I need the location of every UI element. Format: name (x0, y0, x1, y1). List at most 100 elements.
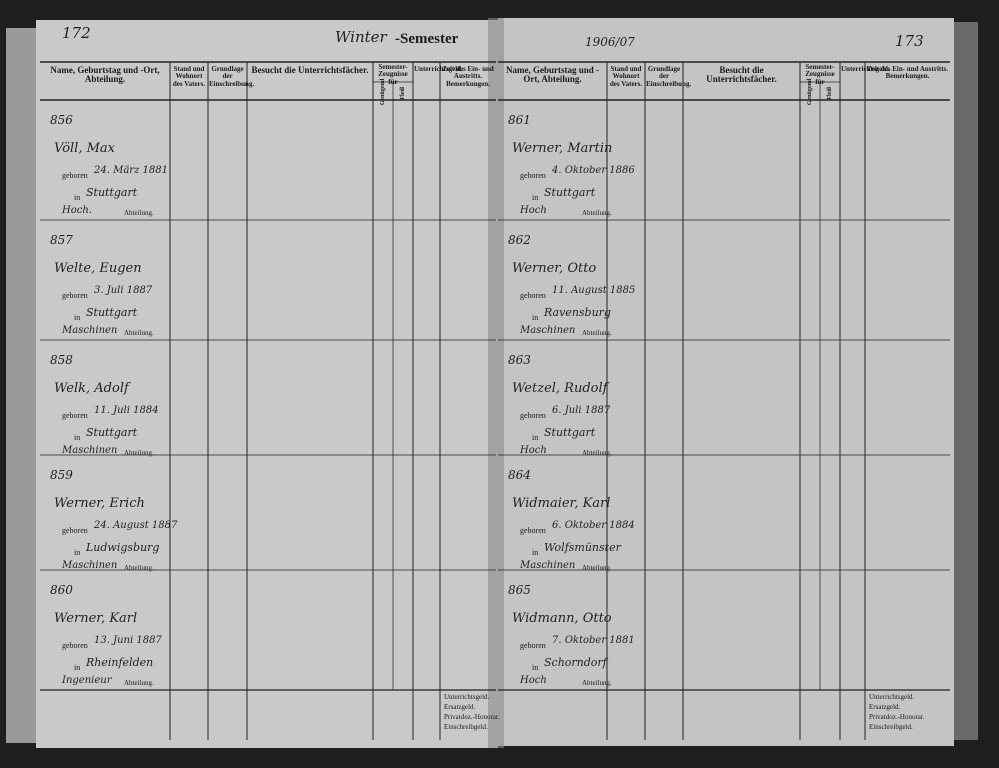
department-label: Abteilung. (582, 449, 612, 457)
student-name: Welk, Adolf (54, 381, 129, 396)
student-name: Werner, Erich (54, 496, 145, 511)
birth-place: Stuttgart (86, 306, 138, 319)
column-header: Unterrichtsgeld. (841, 65, 890, 73)
student-name: Wetzel, Rudolf (512, 381, 608, 396)
in-label: in (74, 433, 81, 442)
page-number: 172 (62, 24, 91, 42)
ruling (40, 61, 950, 740)
student-name: Welte, Eugen (54, 261, 142, 276)
department-label: Abteilung. (124, 449, 154, 457)
department-label: Abteilung. (582, 564, 612, 572)
birth-date: 6. Juli 1887 (552, 405, 611, 416)
footer-label: Ersatzgeld. (444, 703, 476, 711)
birth-date: 3. Juli 1887 (94, 285, 153, 296)
birth-place: Ravensburg (544, 306, 611, 319)
column-header: Grundlage der Einschreibung. (646, 65, 692, 88)
department-label: Abteilung. (124, 329, 154, 337)
department: Hoch (520, 205, 547, 216)
footer-label: Unterrichtsgeld. (869, 693, 915, 701)
birth-date: 6. Oktober 1884 (552, 520, 635, 531)
footer-label: Privatdoz.-Honorar. (869, 713, 925, 721)
department: Hoch (520, 445, 547, 456)
entry-number: 865 (508, 583, 531, 597)
column-header: Name, Geburtstag und -Ort, Abteilung. (505, 65, 599, 85)
birth-place: Stuttgart (86, 186, 138, 199)
column-subheader: Genügend (806, 78, 813, 106)
page-edges (950, 22, 978, 740)
entry-number: 861 (508, 113, 531, 127)
department: Maschinen (62, 445, 118, 456)
column-header: Zeit des Ein- und Austritts. Bemerkungen… (866, 65, 949, 81)
birth-place: Schorndorf (544, 656, 607, 669)
column-subheader: Fleiß (399, 86, 406, 100)
department: Hoch. (62, 205, 92, 216)
birth-date: 4. Oktober 1886 (552, 165, 635, 176)
birth-date: 24. März 1881 (94, 165, 168, 176)
department-label: Abteilung. (582, 209, 612, 217)
student-name: Widmaier, Karl (512, 496, 611, 511)
footer-label: Unterrichtsgeld. (444, 693, 490, 701)
born-label: geboren (62, 291, 88, 300)
student-name: Völl, Max (54, 141, 115, 156)
in-label: in (74, 313, 81, 322)
semester-title: -Semester (395, 31, 459, 47)
student-name: Werner, Otto (512, 261, 597, 276)
birth-place: Stuttgart (544, 426, 596, 439)
student-name: Werner, Martin (512, 141, 613, 156)
semester-prefix: Winter (335, 28, 387, 46)
birth-date: 11. Juli 1884 (94, 405, 159, 416)
born-label: geboren (62, 411, 88, 420)
department: Hoch (520, 675, 547, 686)
column-header: Unterrichtsgeld. (414, 65, 463, 73)
birth-place: Ludwigsburg (86, 541, 160, 554)
column-header: Stand und Wohnort des Vaters. (609, 65, 643, 88)
entry-number: 862 (508, 233, 531, 247)
department-label: Abteilung. (124, 209, 154, 217)
born-label: geboren (62, 526, 88, 535)
birth-place: Stuttgart (86, 426, 138, 439)
footer-label: Einschreibgeld. (444, 723, 488, 731)
birth-place: Wolfsmünster (544, 541, 621, 554)
column-header: Grundlage der Einschreibung. (209, 65, 255, 88)
footer-label: Einschreibgeld. (869, 723, 913, 731)
column-header: Besucht die Unterrichtsfächer. (251, 65, 369, 75)
in-label: in (74, 548, 81, 557)
department-label: Abteilung. (582, 329, 612, 337)
column-header: Stand und Wohnort des Vaters. (172, 65, 206, 88)
column-header: Besucht die Unterrichtsfächer. (706, 65, 777, 85)
birth-place: Rheinfelden (86, 656, 154, 669)
right-page (498, 18, 954, 746)
birth-date: 7. Oktober 1881 (552, 635, 635, 646)
in-label: in (532, 548, 539, 557)
footer-label: Ersatzgeld. (869, 703, 901, 711)
born-label: geboren (62, 171, 88, 180)
in-label: in (532, 663, 539, 672)
page-number: 173 (895, 32, 924, 50)
column-header: Semester-Zeugnisse für (805, 63, 835, 86)
born-label: geboren (520, 526, 546, 535)
student-name: Widmann, Otto (512, 611, 612, 626)
department: Maschinen (62, 560, 118, 571)
in-label: in (532, 313, 539, 322)
column-subheader: Fleiß (826, 86, 833, 100)
born-label: geboren (62, 641, 88, 650)
entry-number: 856 (50, 113, 73, 127)
entry-number: 860 (50, 583, 73, 597)
entry-number: 863 (508, 353, 531, 367)
year: 1906/07 (585, 35, 635, 49)
birth-date: 11. August 1885 (552, 285, 636, 296)
in-label: in (74, 193, 81, 202)
birth-date: 13. Juni 1887 (94, 635, 162, 646)
birth-place: Stuttgart (544, 186, 596, 199)
department-label: Abteilung. (124, 679, 154, 687)
birth-date: 24. August 1887 (94, 520, 178, 531)
in-label: in (74, 663, 81, 672)
department-label: Abteilung. (124, 564, 154, 572)
born-label: geboren (520, 641, 546, 650)
entry-number: 857 (50, 233, 73, 247)
gutter (488, 18, 504, 748)
column-subheader: Genügend (379, 78, 386, 106)
footer-label: Privatdoz.-Honorar. (444, 713, 500, 721)
left-page (36, 20, 498, 748)
